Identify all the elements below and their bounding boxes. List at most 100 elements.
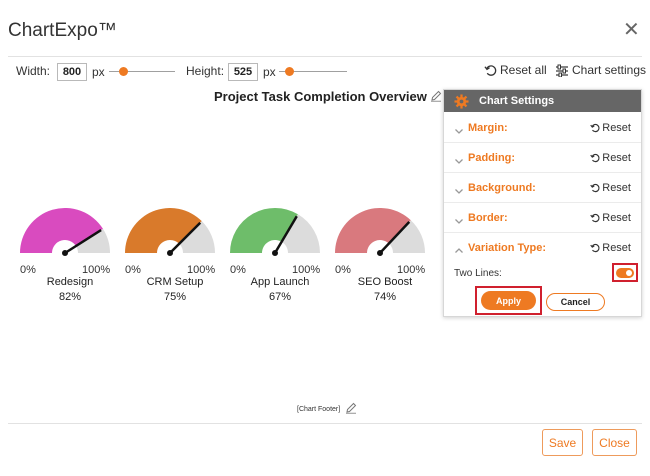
sliders-icon [555,64,569,77]
gauge-value-arc [335,208,411,253]
gauge-needle [169,221,202,254]
edit-footer-pencil-icon[interactable] [345,401,357,414]
section-label: Border: [468,211,508,224]
chart-title[interactable]: Project Task Completion Overview [214,89,427,104]
section-label: Margin: [468,121,508,134]
gauge-min-label: 0% [335,264,351,276]
two-lines-toggle-highlight[interactable] [612,263,638,282]
gauge-min-label: 0% [230,264,246,276]
panel-header: Chart Settings [444,90,641,112]
reset-background-button[interactable]: Reset [590,182,631,194]
height-unit: px [263,65,276,79]
gauge-needle-hub [167,250,173,256]
reset-padding-button[interactable]: Reset [590,152,631,164]
reset-label: Reset [602,242,631,254]
gauge-max-label: 100% [187,264,216,276]
gauge-value-label: 82% [58,291,82,303]
gauge-name-label: App Launch [250,276,310,288]
gauge-remaining-arc [75,228,110,253]
gauge-needle [273,215,298,254]
gauge-remaining-arc [281,214,320,253]
gauge-svg [20,208,110,256]
reset-icon [484,64,497,77]
gauge-value-arc [230,208,298,253]
gauge-min-label: 0% [20,264,36,276]
width-unit: px [92,65,105,79]
reset-all-label: Reset all [500,63,547,77]
gauge-redesign: 0% 100% Redesign 82% [20,208,120,308]
reset-margin-button[interactable]: Reset [590,122,631,134]
chevron-down-icon [454,183,464,194]
chevron-down-icon [454,123,464,134]
header-divider [8,56,642,57]
chart-settings-panel: Chart Settings Margin: Reset Padding: Re… [443,89,642,317]
chevron-up-icon [454,243,464,253]
height-slider[interactable] [279,71,347,72]
chart-settings-label: Chart settings [572,63,647,77]
reset-label: Reset [602,212,631,224]
gauge-min-label: 0% [125,264,141,276]
height-input[interactable] [228,63,258,81]
gauge-value-label: 67% [268,291,292,303]
height-label: Height: [186,64,225,78]
gauge-app-launch: 0% 100% App Launch 67% [230,208,330,308]
gauge-needle-hub [62,250,68,256]
save-button[interactable]: Save [542,429,583,456]
apply-button[interactable]: Apply [481,291,536,310]
gauge-svg [125,208,215,256]
gauge-name-label: SEO Boost [357,276,413,288]
panel-title: Chart Settings [479,95,555,107]
gauge-max-label: 100% [82,264,111,276]
gauge-name-label: Redesign [46,276,94,288]
reset-variation-type-button[interactable]: Reset [590,242,631,254]
two-lines-label: Two Lines: [454,268,502,279]
close-icon[interactable]: ✕ [623,19,640,41]
reset-all-button[interactable]: Reset all [484,63,547,77]
width-slider[interactable] [109,71,175,72]
reset-border-button[interactable]: Reset [590,212,631,224]
section-padding[interactable]: Padding: Reset [444,143,641,173]
chart-settings-button[interactable]: Chart settings [555,63,646,77]
gauge-value-label: 74% [373,291,397,303]
edit-title-pencil-icon[interactable] [430,89,442,102]
apply-button-highlight: Apply [475,286,542,315]
footer-divider [8,423,642,424]
gauge-value-label: 75% [163,291,187,303]
gauge-needle-hub [377,250,383,256]
chart-footer[interactable]: [Chart Footer] [297,406,341,413]
section-background[interactable]: Background: Reset [444,173,641,203]
chevron-down-icon [454,213,464,224]
gauge-svg [230,208,320,256]
gauge-needle-hub [272,250,278,256]
gauge-svg [335,208,425,256]
gauge-seo-boost: 0% 100% SEO Boost 74% [335,208,435,308]
width-slider-handle[interactable] [119,67,128,76]
width-input[interactable] [57,63,87,81]
section-label: Variation Type: [468,242,547,254]
cancel-button[interactable]: Cancel [546,293,605,311]
height-slider-handle[interactable] [285,67,294,76]
gauge-crm-setup: 0% 100% CRM Setup 75% [125,208,225,308]
gauge-remaining-arc [179,221,215,253]
section-variation-type[interactable]: Variation Type: Reset [444,233,641,263]
section-label: Background: [468,181,536,194]
section-margin[interactable]: Margin: Reset [444,113,641,143]
section-border[interactable]: Border: Reset [444,203,641,233]
gauge-max-label: 100% [397,264,426,276]
reset-label: Reset [602,152,631,164]
app-title: ChartExpo™ [8,20,117,41]
gear-icon [454,93,469,109]
gauge-needle [379,220,411,254]
reset-label: Reset [602,122,631,134]
two-lines-toggle[interactable] [616,267,634,278]
gauge-needle [64,229,102,255]
reset-label: Reset [602,182,631,194]
gauge-value-arc [125,208,202,253]
width-label: Width: [16,64,51,78]
gauge-remaining-arc [388,220,425,253]
close-button[interactable]: Close [592,429,637,456]
gauge-name-label: CRM Setup [146,276,204,288]
gauge-max-label: 100% [292,264,321,276]
section-label: Padding: [468,151,516,164]
chevron-down-icon [454,153,464,164]
